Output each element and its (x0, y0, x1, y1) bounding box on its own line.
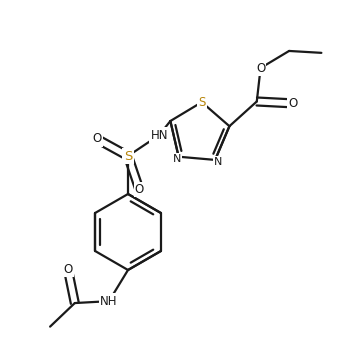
Text: O: O (288, 97, 297, 110)
Text: O: O (135, 183, 144, 196)
Text: S: S (198, 96, 205, 109)
Text: O: O (256, 62, 265, 75)
Text: N: N (214, 157, 222, 167)
Text: O: O (92, 132, 101, 145)
Text: NH: NH (100, 294, 118, 308)
Text: N: N (172, 154, 181, 164)
Text: O: O (64, 263, 73, 276)
Text: HN: HN (150, 129, 168, 141)
Text: S: S (124, 149, 132, 162)
